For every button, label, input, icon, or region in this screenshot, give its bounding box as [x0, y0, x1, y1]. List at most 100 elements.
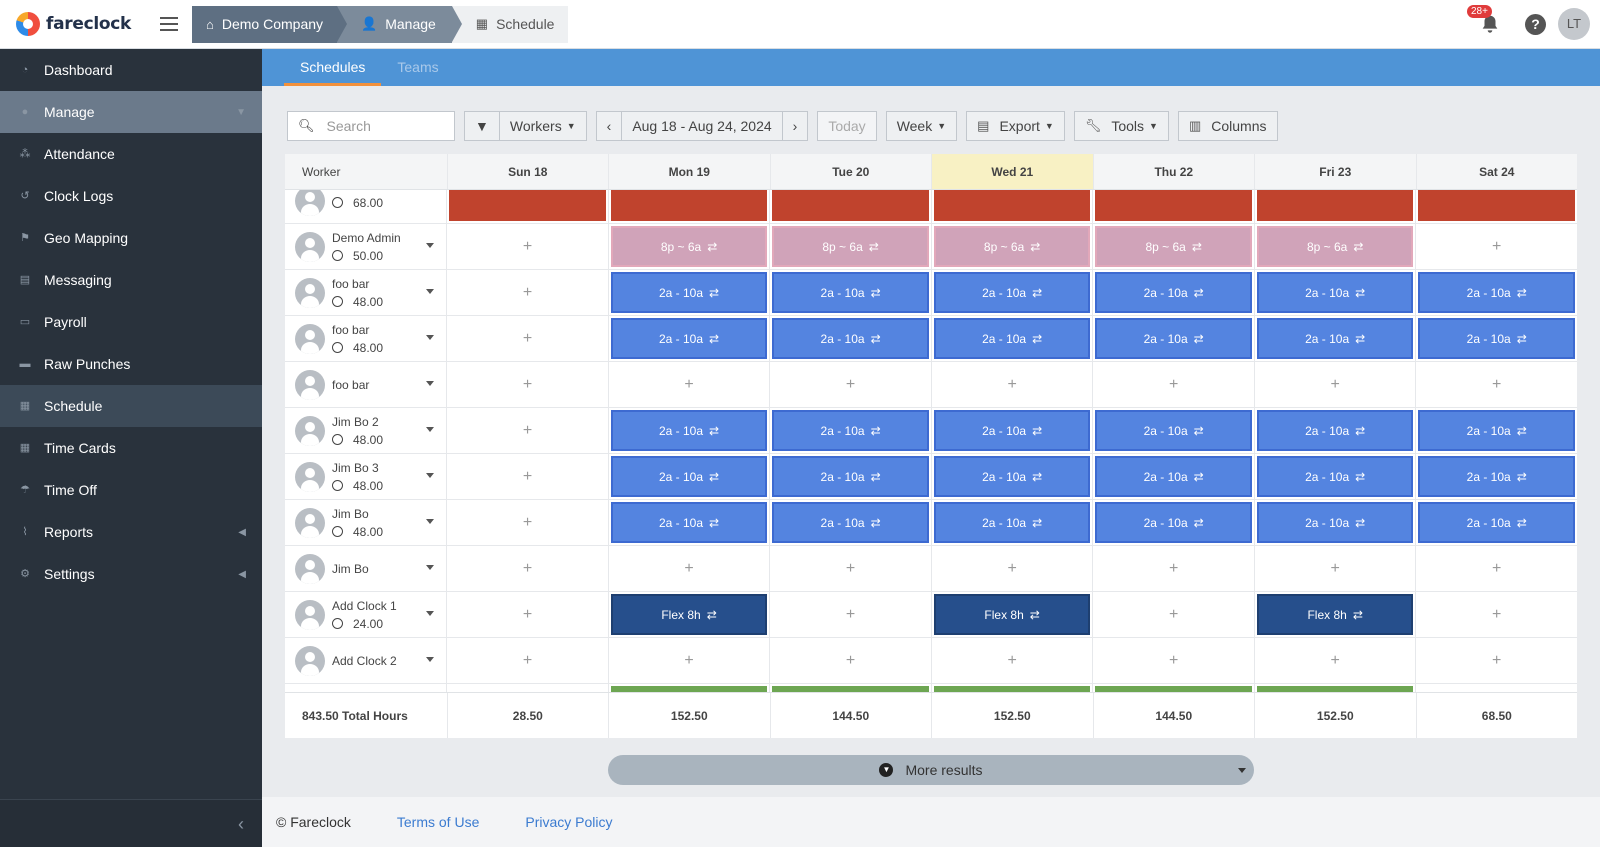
day-cell[interactable]: 2a - 10a ⇄ — [1415, 454, 1577, 499]
worker-menu-caret-icon[interactable] — [426, 657, 435, 662]
tab-teams[interactable]: Teams — [397, 59, 439, 75]
day-cell[interactable]: + — [1415, 638, 1577, 683]
day-cell[interactable]: + — [446, 546, 608, 591]
day-cell[interactable]: + — [1092, 362, 1254, 407]
day-cell[interactable]: 2a - 10a ⇄ — [1253, 270, 1416, 315]
day-cell[interactable]: + — [1092, 546, 1254, 591]
add-shift-icon[interactable]: + — [522, 237, 533, 255]
shift-block[interactable]: 2a - 10a ⇄ — [772, 318, 929, 359]
add-shift-icon[interactable]: + — [845, 559, 856, 577]
day-cell[interactable]: 2a - 10a ⇄ — [1092, 316, 1254, 361]
export-dropdown[interactable]: ▤ Export ▼ — [966, 111, 1065, 141]
shift-block[interactable]: 2a - 10a ⇄ — [772, 272, 929, 313]
day-cell[interactable]: 2a - 10a ⇄ — [930, 270, 1093, 315]
day-cell[interactable] — [1092, 190, 1254, 223]
add-shift-icon[interactable]: + — [1492, 237, 1502, 255]
add-shift-icon[interactable]: + — [1330, 559, 1340, 577]
worker-menu-caret-icon[interactable] — [426, 565, 435, 570]
more-results-button[interactable]: ▼ More results — [608, 755, 1254, 785]
columns-button[interactable]: ▥ Columns — [1177, 111, 1278, 141]
day-cell[interactable]: 8p ~ 6a ⇄ — [607, 224, 770, 269]
sidebar-item-attendance[interactable]: ⁂ Attendance — [19, 146, 115, 162]
sidebar-item-raw-punches[interactable]: ▬ Raw Punches — [19, 356, 131, 372]
next-week-button[interactable]: › — [782, 111, 809, 141]
day-cell[interactable] — [446, 190, 608, 223]
day-cell[interactable]: + — [769, 362, 931, 407]
day-cell[interactable] — [1092, 684, 1254, 692]
day-cell[interactable]: Flex 8h ⇄ — [930, 592, 1093, 637]
add-shift-icon[interactable]: + — [1007, 375, 1017, 393]
day-cell[interactable] — [930, 190, 1093, 223]
tab-schedules[interactable]: Schedules — [284, 49, 382, 86]
worker-menu-caret-icon[interactable] — [426, 381, 435, 386]
day-cell[interactable] — [769, 684, 931, 692]
shift-block[interactable] — [1418, 190, 1575, 221]
day-cell[interactable]: + — [446, 592, 608, 637]
add-shift-icon[interactable]: + — [522, 559, 533, 577]
today-button[interactable]: Today — [817, 111, 877, 141]
add-shift-icon[interactable]: + — [1168, 605, 1179, 623]
day-cell[interactable]: + — [930, 638, 1093, 683]
add-shift-icon[interactable]: + — [1007, 559, 1017, 577]
add-shift-icon[interactable]: + — [845, 605, 856, 623]
breadcrumb-schedule[interactable]: ▦ Schedule — [451, 5, 569, 43]
day-cell[interactable]: 2a - 10a ⇄ — [930, 500, 1093, 545]
day-cell[interactable]: 2a - 10a ⇄ — [769, 500, 931, 545]
sidebar-item-manage[interactable]: ● Manage ▼ — [0, 91, 262, 133]
day-cell[interactable]: 2a - 10a ⇄ — [930, 454, 1093, 499]
worker-menu-caret-icon[interactable] — [426, 243, 435, 248]
day-cell[interactable]: + — [1253, 362, 1416, 407]
day-cell[interactable]: 2a - 10a ⇄ — [1415, 316, 1577, 361]
add-shift-icon[interactable]: + — [1492, 559, 1502, 577]
day-cell[interactable]: 2a - 10a ⇄ — [1415, 408, 1577, 453]
date-range-button[interactable]: Aug 18 - Aug 24, 2024 — [622, 111, 783, 141]
day-cell[interactable]: + — [446, 362, 608, 407]
sidebar-item-time-off[interactable]: ☂ Time Off — [0, 469, 262, 511]
shift-block[interactable]: 2a - 10a ⇄ — [1095, 318, 1252, 359]
shift-block[interactable]: 2a - 10a ⇄ — [1418, 318, 1575, 359]
day-cell[interactable] — [1253, 190, 1416, 223]
add-shift-icon[interactable]: + — [522, 421, 533, 439]
sidebar-item-geo-mapping[interactable]: ⚑ Geo Mapping — [0, 217, 262, 259]
shift-block[interactable]: 2a - 10a ⇄ — [1418, 502, 1575, 543]
day-cell[interactable]: 2a - 10a ⇄ — [769, 270, 931, 315]
add-shift-icon[interactable]: + — [684, 559, 694, 577]
day-cell[interactable]: 2a - 10a ⇄ — [607, 454, 770, 499]
day-cell[interactable]: + — [446, 500, 608, 545]
day-cell[interactable] — [607, 684, 770, 692]
day-cell[interactable]: Flex 8h ⇄ — [607, 592, 770, 637]
shift-block[interactable]: 2a - 10a ⇄ — [933, 318, 1091, 359]
day-cell[interactable]: 2a - 10a ⇄ — [1415, 500, 1577, 545]
shift-block[interactable] — [610, 686, 768, 692]
day-cell[interactable]: + — [607, 546, 770, 591]
day-cell[interactable]: + — [930, 546, 1093, 591]
shift-block[interactable]: 2a - 10a ⇄ — [1256, 456, 1414, 497]
day-cell[interactable] — [769, 190, 931, 223]
day-cell[interactable]: 2a - 10a ⇄ — [1253, 454, 1416, 499]
add-shift-icon[interactable]: + — [522, 605, 533, 623]
shift-block[interactable]: 2a - 10a ⇄ — [1095, 272, 1252, 313]
add-shift-icon[interactable]: + — [522, 283, 533, 301]
sidebar-item-messaging[interactable]: ▤ Messaging — [19, 272, 112, 288]
day-cell[interactable]: 2a - 10a ⇄ — [1092, 408, 1254, 453]
day-cell[interactable]: + — [930, 362, 1093, 407]
help-button[interactable]: ? — [1525, 13, 1546, 35]
add-shift-icon[interactable]: + — [1168, 375, 1179, 393]
day-cell[interactable]: + — [1415, 592, 1577, 637]
shift-block[interactable] — [1256, 686, 1414, 692]
day-cell[interactable]: + — [446, 454, 608, 499]
add-shift-icon[interactable]: + — [1168, 559, 1179, 577]
breadcrumb-demo-company[interactable]: ⌂ Demo Company — [192, 5, 348, 43]
add-shift-icon[interactable]: + — [1492, 651, 1502, 669]
filter-button[interactable]: ▼ — [464, 111, 500, 141]
day-cell[interactable]: + — [446, 408, 608, 453]
add-shift-icon[interactable]: + — [1492, 605, 1502, 623]
shift-block[interactable] — [1095, 686, 1252, 692]
day-cell[interactable]: 2a - 10a ⇄ — [1253, 500, 1416, 545]
shift-block[interactable] — [933, 686, 1091, 692]
day-cell[interactable]: 8p ~ 6a ⇄ — [769, 224, 931, 269]
shift-block[interactable]: 2a - 10a ⇄ — [933, 456, 1091, 497]
day-cell[interactable]: + — [446, 224, 608, 269]
terms-link[interactable]: Terms of Use — [396, 814, 480, 830]
day-cell[interactable]: 2a - 10a ⇄ — [769, 316, 931, 361]
